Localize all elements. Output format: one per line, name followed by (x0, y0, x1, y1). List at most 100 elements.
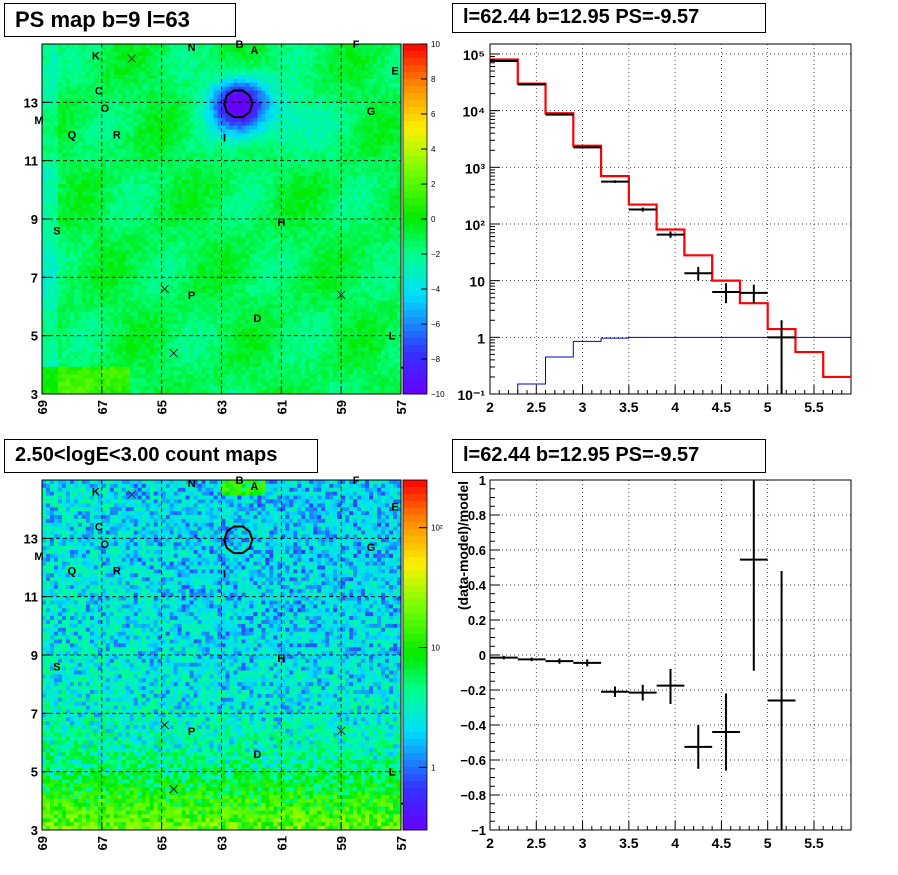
ps-map-pixel (185, 149, 190, 154)
ps-map-pixel (45, 79, 51, 84)
ps-map-pixel (93, 117, 99, 123)
ps-map-pixel (129, 152, 135, 158)
ps-map-pixel (165, 359, 170, 364)
ps-map-pixel (173, 156, 178, 162)
ps-map-pixel (137, 203, 143, 208)
ps-map-pixel (89, 47, 95, 53)
ps-map-pixel (253, 102, 258, 107)
ps-map-pixel (89, 164, 95, 169)
ps-map-pixel (197, 304, 202, 309)
ps-map-pixel (89, 327, 95, 333)
ps-map-pixel (217, 308, 222, 313)
ps-map-pixel (149, 106, 155, 111)
ps-map-pixel (221, 207, 226, 212)
ps-map-pixel (233, 370, 238, 375)
ps-map-pixel (169, 327, 174, 333)
ps-map-pixel (225, 222, 230, 228)
ps-map-pixel (253, 269, 258, 274)
ps-map-pixel (73, 156, 79, 162)
ps-map-pixel (213, 265, 218, 270)
ps-map-pixel (245, 121, 250, 127)
ps-map-pixel (161, 133, 167, 138)
ps-map-pixel (89, 246, 95, 251)
ps-map-pixel (193, 67, 198, 72)
ps-map-pixel (217, 94, 222, 99)
ps-map-pixel (221, 117, 226, 123)
ps-map-pixel (261, 156, 266, 162)
ps-map-pixel (77, 168, 83, 173)
ps-map-pixel (241, 191, 246, 197)
ps-map-pixel (45, 234, 51, 239)
ps-map-pixel (109, 261, 115, 267)
ps-map-pixel (173, 277, 178, 282)
ps-map-pixel (101, 149, 107, 154)
ps-map-title: PS map b=9 l=63 (4, 3, 236, 37)
ps-map-pixel (42, 156, 47, 162)
ps-map-pixel (49, 187, 55, 193)
ps-map-pixel (225, 145, 230, 150)
ps-map-pixel (197, 355, 202, 360)
ps-map-pixel (69, 176, 75, 181)
ps-map-pixel (129, 47, 135, 53)
ps-map-pixel (157, 160, 163, 165)
ps-map-pixel (193, 129, 198, 134)
ps-map-pixel (161, 386, 167, 391)
ps-map-pixel (213, 98, 218, 103)
ps-map-pixel (73, 366, 79, 372)
ps-map-pixel (97, 63, 103, 68)
ps-map-pixel (229, 145, 234, 150)
ps-map-pixel (133, 281, 139, 286)
ps-map-pixel (93, 160, 99, 165)
ps-map-pixel (145, 133, 151, 138)
ps-map-pixel (49, 71, 55, 76)
ps-map-pixel (209, 327, 214, 333)
ps-map-pixel (169, 180, 174, 185)
ps-map-pixel (241, 355, 246, 360)
ps-map-pixel (57, 320, 63, 325)
ps-map-pixel (85, 137, 91, 142)
ps-map-pixel (129, 386, 135, 391)
ps-map-pixel (169, 63, 174, 68)
ps-map-pixel (237, 362, 242, 368)
ps-map-pixel (249, 281, 254, 286)
ps-map-pixel (205, 366, 210, 372)
ps-map-pixel (65, 176, 71, 181)
ps-map-pixel (217, 339, 222, 344)
ps-map-pixel (77, 230, 83, 235)
ps-map-pixel (225, 281, 230, 286)
ps-map-pixel (197, 63, 202, 68)
ps-map-pixel (89, 149, 95, 154)
ps-map-pixel (197, 238, 202, 243)
ps-map-pixel (49, 273, 55, 278)
ps-map-pixel (109, 102, 115, 107)
ps-map-pixel (149, 273, 155, 278)
ps-map-pixel (42, 47, 47, 53)
ps-map-pixel (89, 75, 95, 80)
ps-map-pixel (253, 55, 258, 60)
ps-map-pixel (93, 289, 99, 294)
ps-map-pixel (61, 160, 67, 165)
ps-map-pixel (149, 203, 155, 208)
ps-map-pixel (137, 156, 143, 162)
ps-map-pixel (45, 386, 51, 391)
ps-map-pixel (45, 47, 51, 53)
ps-map-pixel (73, 390, 79, 394)
ps-map-pixel (49, 63, 55, 68)
ps-map-pixel (101, 308, 107, 313)
ps-map-pixel (77, 121, 83, 127)
ps-map-pixel (125, 176, 131, 181)
ps-map-pixel (149, 292, 155, 298)
ps-map-pixel (61, 339, 67, 344)
ps-map-pixel (205, 347, 210, 352)
ps-map-pixel (125, 366, 131, 372)
ps-map-pixel (45, 300, 51, 305)
ps-map-pixel (57, 79, 63, 84)
ps-map-pixel (53, 382, 59, 387)
ps-map-pixel (189, 316, 194, 321)
ps-map-pixel (133, 63, 139, 68)
ps-map-pixel (181, 125, 186, 130)
ps-map-pixel (89, 362, 95, 368)
ps-map-pixel (137, 366, 143, 372)
ps-map-pixel (157, 102, 163, 107)
ps-map-pixel (49, 339, 55, 344)
